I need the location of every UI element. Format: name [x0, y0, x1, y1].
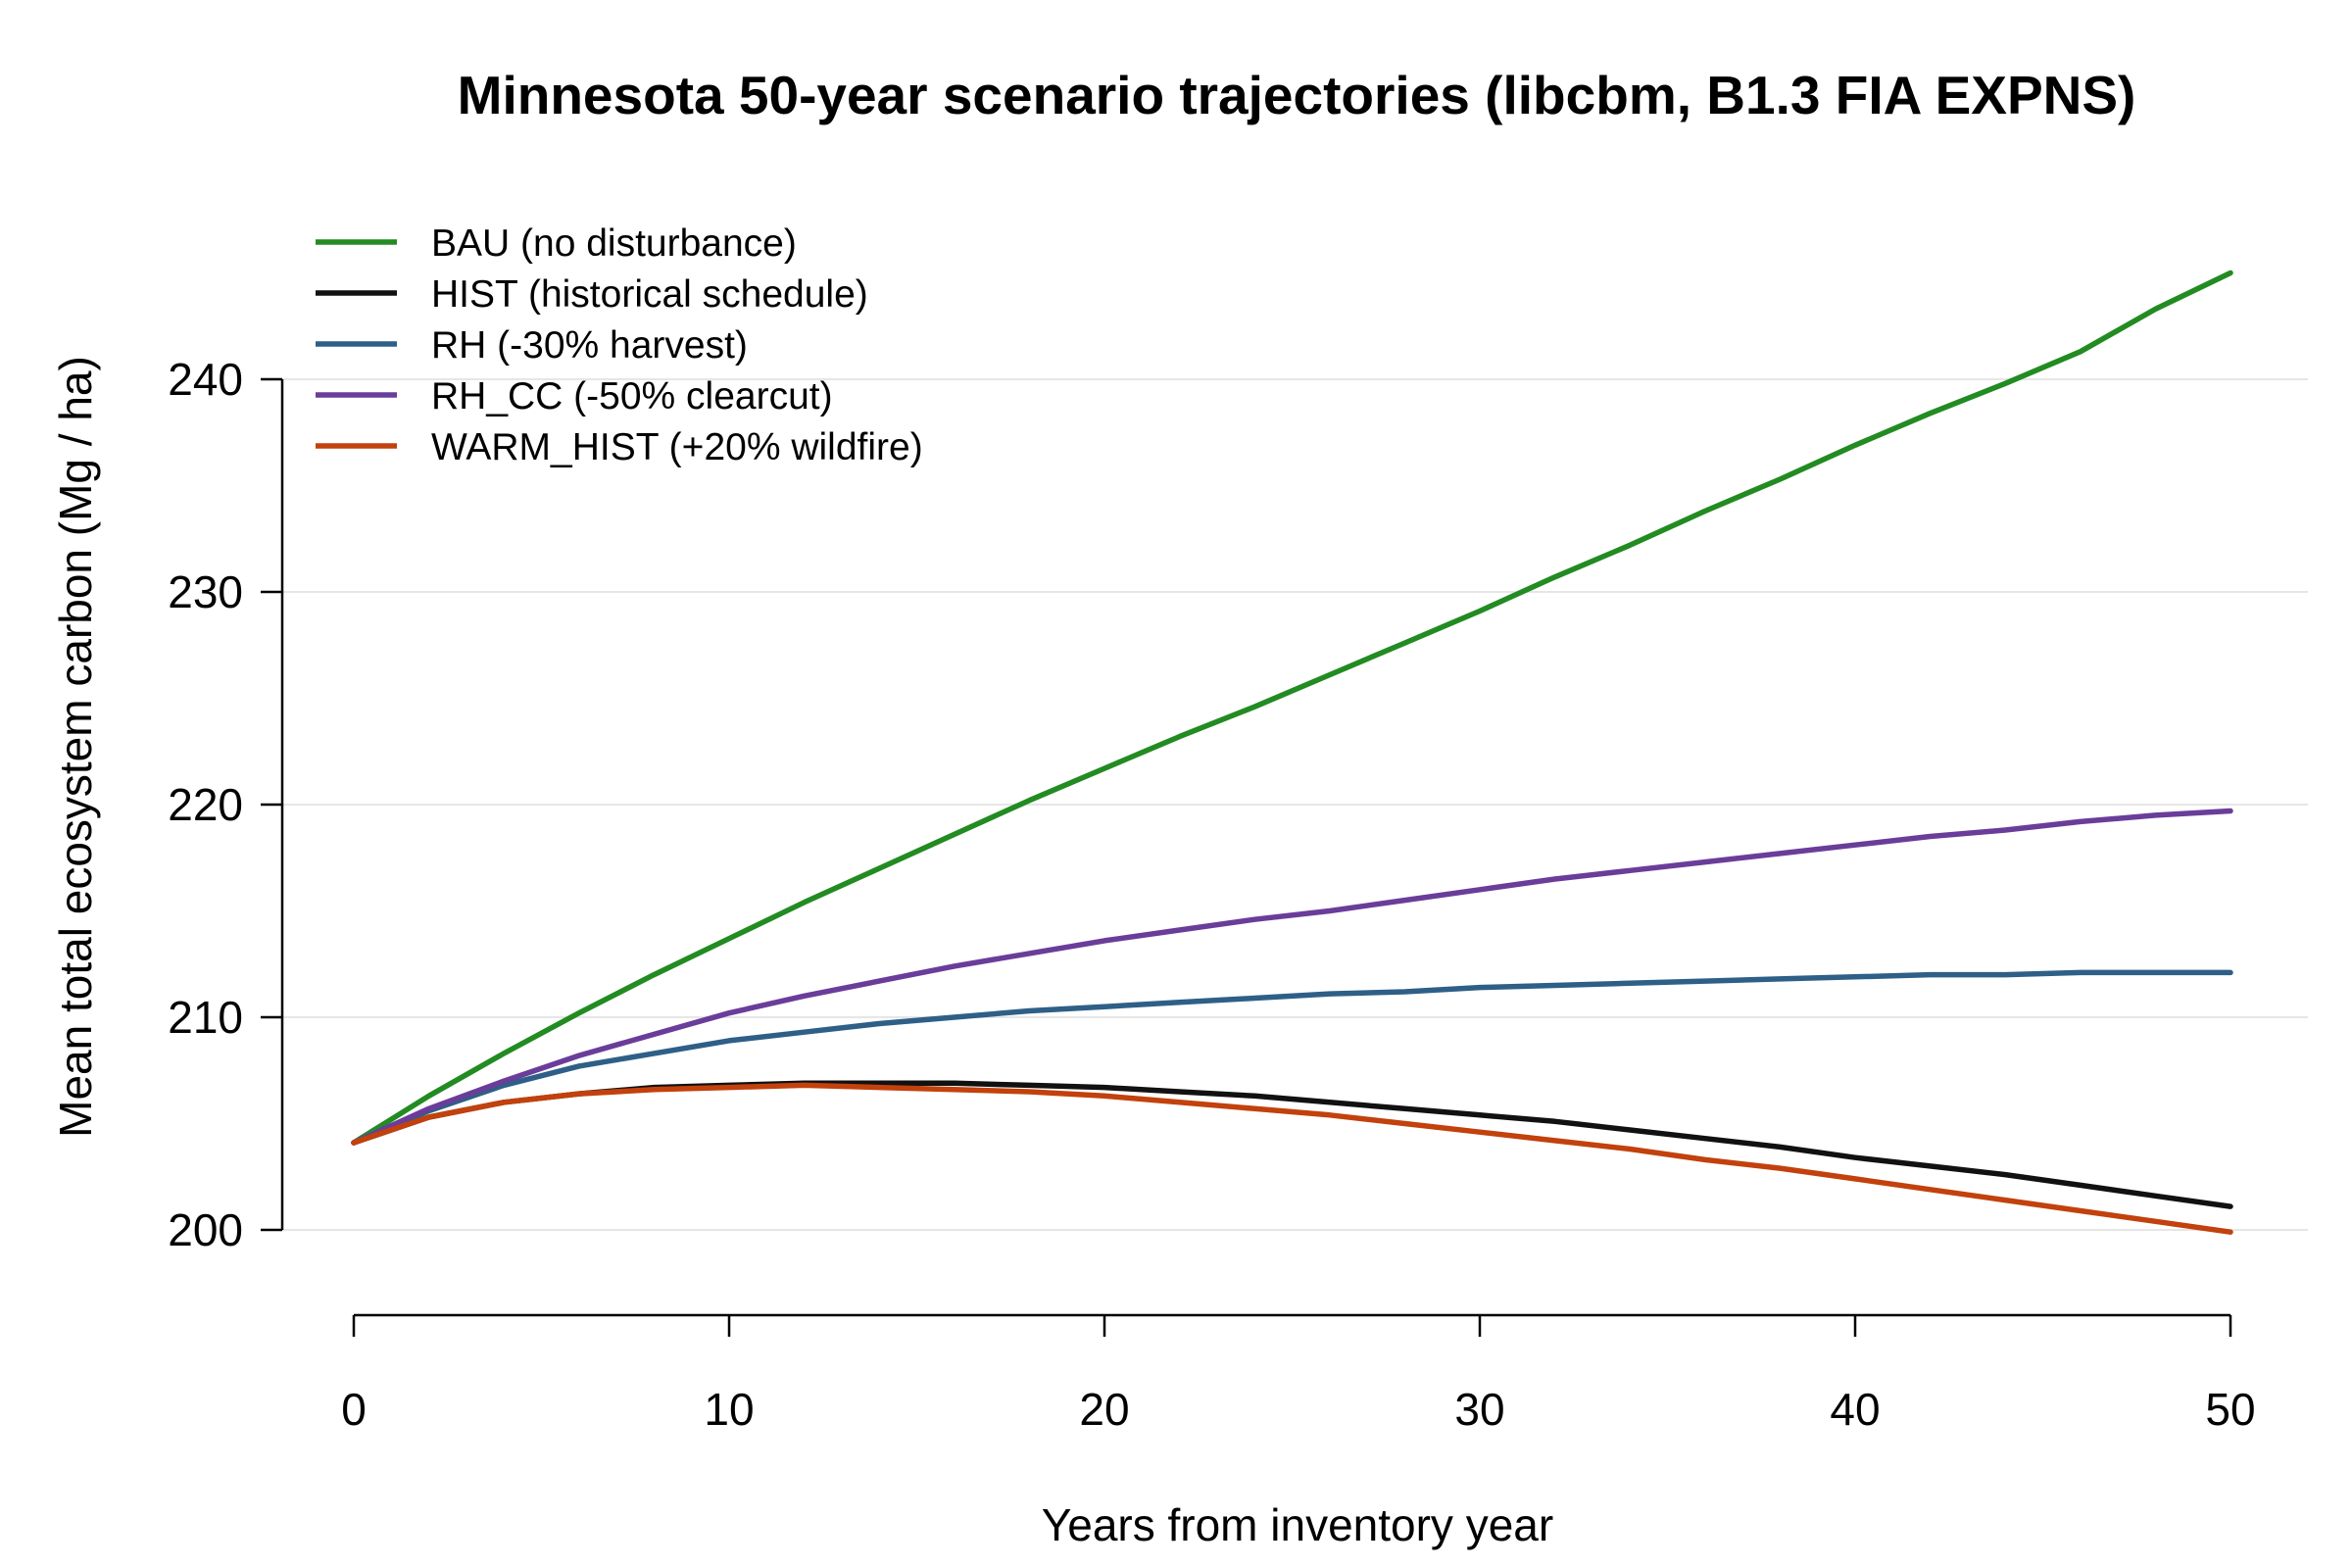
y-tick-label: 210: [168, 992, 243, 1043]
legend-item: RH (-30% harvest): [316, 324, 748, 367]
y-tick-label: 240: [168, 354, 243, 405]
x-tick-label: 30: [1454, 1384, 1504, 1435]
x-tick-label: 20: [1079, 1384, 1129, 1435]
series-line-4: [351, 808, 2233, 1146]
x-axis-label: Years from inventory year: [1042, 1499, 1553, 1550]
legend: BAU (no disturbance) HIST (historical sch…: [316, 222, 923, 468]
axes: 200 210 220 230 240 0 10 20 30 40 50: [168, 354, 2255, 1435]
legend-item: WARM_HIST (+20% wildfire): [316, 426, 923, 468]
series-lines: [351, 270, 2233, 1235]
legend-item: RH_CC (-50% clearcut): [316, 375, 833, 417]
legend-label: RH_CC (-50% clearcut): [431, 375, 833, 417]
grid-lines: [282, 378, 2308, 1231]
series-line-1: [351, 270, 2233, 1146]
legend-item: BAU (no disturbance): [316, 222, 797, 265]
legend-label: BAU (no disturbance): [431, 222, 797, 265]
x-tick-label: 50: [2205, 1384, 2255, 1435]
legend-label: WARM_HIST (+20% wildfire): [431, 426, 923, 468]
legend-item: HIST (historical schedule): [316, 273, 868, 316]
x-tick-label: 10: [704, 1384, 754, 1435]
y-tick-label: 200: [168, 1204, 243, 1255]
y-tick-label: 220: [168, 779, 243, 830]
legend-label: HIST (historical schedule): [431, 273, 868, 316]
legend-label: RH (-30% harvest): [431, 324, 748, 367]
series-line-5: [351, 1082, 2233, 1235]
series-line-3: [351, 969, 2233, 1146]
x-tick-label: 0: [341, 1384, 367, 1435]
x-tick-label: 40: [1830, 1384, 1880, 1435]
chart-title: Minnesota 50-year scenario trajectories …: [458, 65, 2136, 125]
series-line-2: [351, 1080, 2233, 1209]
y-axis-label: Mean total ecosystem carbon (Mg / ha): [50, 356, 101, 1138]
y-tick-label: 230: [168, 566, 243, 617]
